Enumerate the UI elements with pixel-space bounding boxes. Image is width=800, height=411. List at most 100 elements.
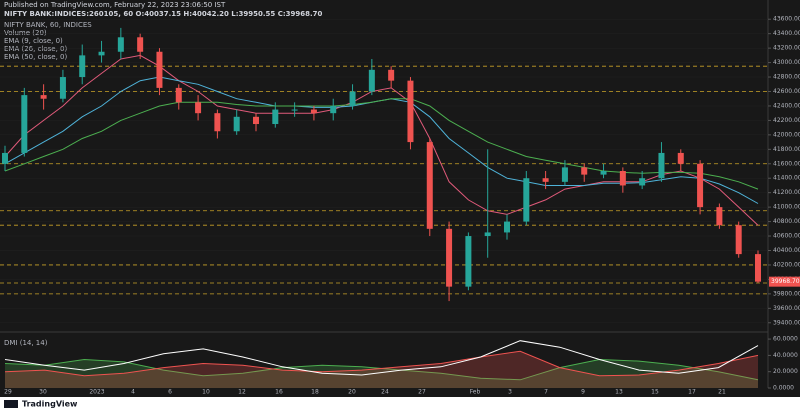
y-tick-label: 42600.00 bbox=[773, 88, 800, 95]
candle-body bbox=[465, 236, 472, 287]
x-tick-label: 6 bbox=[168, 389, 172, 396]
candle-body bbox=[639, 178, 646, 186]
dmi-tick-label: 0.0000 bbox=[773, 385, 794, 392]
candle-body bbox=[735, 225, 742, 255]
price-tag bbox=[769, 276, 800, 287]
y-tick-label: 40600.00 bbox=[773, 233, 800, 240]
y-tick-label: 43000.00 bbox=[773, 59, 800, 66]
candle-body bbox=[677, 152, 684, 164]
candle-body bbox=[214, 113, 221, 132]
y-tick-label: 42200.00 bbox=[773, 117, 800, 124]
candle-body bbox=[581, 167, 588, 175]
candle-body bbox=[330, 105, 337, 114]
candle-body bbox=[291, 109, 298, 111]
y-tick-label: 43200.00 bbox=[773, 45, 800, 52]
x-tick-label: 9 bbox=[581, 389, 585, 396]
legend-ema9: EMA (9, close, 0) bbox=[4, 37, 63, 45]
candle-body bbox=[59, 77, 66, 99]
x-tick-label: 4 bbox=[131, 389, 135, 396]
ema-line bbox=[4, 98, 759, 190]
candle-body bbox=[310, 109, 317, 114]
dmi-tick-label: 20.0000 bbox=[773, 368, 798, 375]
candle-body bbox=[233, 116, 240, 132]
candle-body bbox=[195, 102, 202, 114]
symbol-line: NIFTY BANK:INDICES:260105, 60 O:40037.15… bbox=[4, 10, 323, 18]
brand-logo bbox=[4, 400, 18, 408]
x-tick-label: 18 bbox=[311, 389, 319, 396]
candle-body bbox=[446, 228, 453, 287]
y-tick-label: 39400.00 bbox=[773, 319, 800, 326]
y-tick-label: 43400.00 bbox=[773, 30, 800, 37]
candle-body bbox=[755, 254, 761, 282]
x-tick-label: 3 bbox=[508, 389, 512, 396]
dmi-area bbox=[5, 359, 758, 388]
x-tick-label: 20 bbox=[348, 389, 356, 396]
y-tick-label: 41200.00 bbox=[773, 189, 800, 196]
candle-body bbox=[484, 232, 491, 237]
candle-body bbox=[619, 171, 626, 186]
y-tick-label: 40800.00 bbox=[773, 218, 800, 225]
y-tick-label: 39600.00 bbox=[773, 305, 800, 312]
footer-bar bbox=[0, 397, 800, 411]
y-tick-label: 39800.00 bbox=[773, 290, 800, 297]
candle-body bbox=[98, 51, 105, 56]
candle-body bbox=[407, 80, 414, 143]
y-tick-label: 43600.00 bbox=[773, 16, 800, 23]
candle-body bbox=[40, 95, 47, 99]
brand: TradingView bbox=[22, 400, 78, 409]
candle-body bbox=[388, 69, 395, 81]
x-tick-label: 7 bbox=[544, 389, 548, 396]
candle-body bbox=[523, 178, 530, 222]
candle-body bbox=[716, 207, 723, 226]
candle-body bbox=[117, 37, 124, 52]
x-tick-label: 30 bbox=[39, 389, 47, 396]
x-tick-label: 29 bbox=[4, 389, 12, 396]
candle-body bbox=[21, 95, 28, 153]
dmi-line bbox=[4, 340, 759, 376]
candle-body bbox=[697, 163, 704, 208]
x-tick-label: 12 bbox=[238, 389, 246, 396]
x-tick-label: 27 bbox=[418, 389, 426, 396]
dmi-area bbox=[5, 351, 758, 388]
ema-line bbox=[4, 54, 759, 226]
candle-body bbox=[79, 55, 86, 78]
candle-body bbox=[175, 87, 182, 103]
candle-body bbox=[658, 152, 665, 179]
y-tick-label: 42800.00 bbox=[773, 74, 800, 81]
y-tick-label: 41800.00 bbox=[773, 146, 800, 153]
x-tick-label: 15 bbox=[651, 389, 659, 396]
dmi-title: DMI (14, 14) bbox=[4, 339, 48, 347]
legend-ema26: EMA (26, close, 0) bbox=[4, 45, 67, 53]
published: Published on TradingView.com, February 2… bbox=[4, 1, 226, 9]
legend-symbol: NIFTY BANK, 60, INDICES bbox=[4, 21, 92, 29]
x-tick-label: 13 bbox=[615, 389, 623, 396]
y-tick-label: 40400.00 bbox=[773, 247, 800, 254]
price-tag-label: 39968.70 bbox=[771, 278, 800, 285]
y-tick-label: 41000.00 bbox=[773, 204, 800, 211]
dmi-tick-label: 60.0000 bbox=[773, 336, 798, 343]
x-tick-label: Feb bbox=[470, 389, 481, 396]
candle-body bbox=[272, 109, 279, 125]
y-tick-label: 41600.00 bbox=[773, 160, 800, 167]
y-tick-label: 40200.00 bbox=[773, 261, 800, 268]
candle-body bbox=[349, 91, 356, 106]
candle-body bbox=[542, 178, 549, 182]
x-tick-label: 16 bbox=[275, 389, 283, 396]
x-tick-label: 2023 bbox=[89, 389, 104, 396]
dmi-line bbox=[4, 350, 759, 377]
candle-body bbox=[504, 221, 510, 233]
candle-body bbox=[253, 116, 259, 125]
candle-body bbox=[426, 142, 433, 229]
x-tick-label: 10 bbox=[202, 389, 210, 396]
dmi-tick-label: 40.0000 bbox=[773, 352, 798, 359]
candle-body bbox=[600, 171, 607, 175]
candle-body bbox=[368, 69, 375, 92]
y-tick-label: 42400.00 bbox=[773, 102, 800, 109]
legend-ema50: EMA (50, close, 0) bbox=[4, 53, 67, 61]
candle-body bbox=[561, 167, 568, 182]
legend-volume: Volume (20) bbox=[4, 29, 47, 37]
y-tick-label: 42000.00 bbox=[773, 131, 800, 138]
candle-body bbox=[137, 37, 144, 52]
